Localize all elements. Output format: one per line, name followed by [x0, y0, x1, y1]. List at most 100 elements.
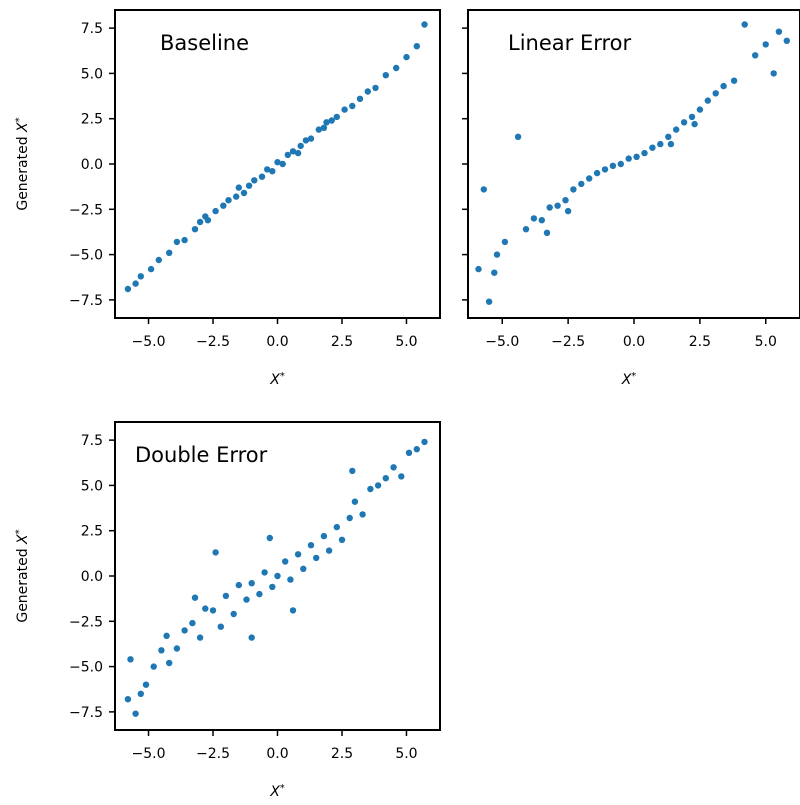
data-point [220, 202, 227, 209]
data-point [704, 97, 711, 104]
data-point [248, 580, 255, 587]
panel-title: Baseline [160, 31, 249, 55]
data-point [230, 610, 237, 618]
data-point [325, 547, 333, 554]
y-tick-label: 0.0 [81, 569, 103, 585]
data-point [163, 632, 170, 639]
data-point [349, 467, 356, 475]
data-point [421, 438, 428, 446]
data-point [166, 249, 173, 256]
data-point [235, 581, 242, 589]
x-tick-label: 5.0 [395, 746, 417, 762]
data-point [543, 229, 551, 236]
data-point [775, 28, 783, 35]
data-point [530, 215, 538, 222]
x-tick-label: 2.5 [331, 746, 353, 762]
data-point [374, 482, 382, 489]
x-tick-label: 2.5 [331, 334, 353, 350]
panel-linear-error: −5.0 −2.5 0.0 2.5 5.0 Linear Error X* [462, 9, 800, 388]
x-tick-label: −2.5 [196, 746, 230, 762]
x-tick-label: 2.5 [689, 334, 711, 350]
data-point [307, 135, 315, 142]
data-point [313, 554, 320, 562]
data-point [364, 88, 371, 95]
data-point [491, 269, 498, 276]
data-point [173, 645, 181, 652]
data-point [196, 634, 204, 641]
y-tick-label: 7.5 [81, 21, 103, 37]
data-point [341, 106, 348, 113]
data-point [243, 596, 250, 603]
data-point [202, 605, 209, 612]
data-point [514, 133, 522, 140]
data-point [333, 523, 340, 531]
data-point [251, 177, 258, 184]
data-point [137, 273, 144, 280]
data-point [217, 623, 224, 630]
data-point [485, 298, 493, 305]
data-point [235, 184, 242, 191]
y-tick-label: −2.5 [69, 202, 103, 218]
data-point [158, 647, 165, 654]
data-point [222, 592, 230, 600]
y-tick-label: −7.5 [69, 293, 103, 309]
data-point [212, 207, 219, 215]
data-point [625, 155, 632, 162]
data-point [554, 202, 561, 209]
x-tick-label: −5.0 [485, 334, 519, 350]
data-point [307, 542, 315, 549]
data-point [641, 149, 648, 157]
data-point [124, 285, 132, 293]
data-point [338, 536, 346, 543]
x-tick-label: −2.5 [551, 334, 585, 350]
data-point [696, 106, 704, 113]
data-point [593, 169, 601, 177]
data-point [142, 681, 150, 688]
data-point [333, 113, 340, 121]
y-tick-label: 0.0 [81, 157, 103, 173]
data-point [181, 236, 188, 244]
data-point [274, 159, 281, 166]
data-point [578, 180, 585, 188]
data-point [688, 113, 696, 121]
data-point [294, 551, 302, 558]
data-point [564, 207, 572, 215]
y-tick-label: 7.5 [81, 433, 103, 449]
panel-title: Double Error [135, 443, 268, 467]
y-tick-label: 2.5 [81, 112, 103, 128]
data-point [730, 77, 738, 84]
data-point [475, 265, 482, 273]
data-point [279, 160, 286, 168]
data-point [266, 534, 273, 542]
data-point [269, 583, 276, 591]
data-point [189, 619, 196, 627]
data-point [181, 627, 188, 634]
data-point [609, 162, 617, 169]
data-point [196, 218, 204, 226]
data-point [382, 72, 389, 79]
data-point [346, 514, 353, 522]
data-point [274, 572, 281, 580]
x-tick-label: 5.0 [395, 334, 417, 350]
data-point [289, 148, 297, 155]
data-point [617, 160, 624, 168]
x-tick-label: −5.0 [132, 334, 166, 350]
data-point [323, 119, 330, 126]
x-axis-label: X* [269, 371, 285, 389]
data-point [691, 120, 698, 128]
y-tick-label: −2.5 [69, 614, 103, 630]
data-point [649, 144, 656, 151]
data-point [546, 204, 553, 211]
data-point [294, 149, 302, 157]
x-tick-label: 0.0 [266, 746, 288, 762]
data-point [155, 256, 162, 264]
data-point [390, 464, 397, 471]
data-point [680, 119, 688, 126]
data-point [191, 226, 199, 233]
data-point [147, 265, 155, 273]
axes-frame [467, 9, 800, 319]
data-point [741, 21, 748, 28]
data-point [601, 166, 609, 173]
panel-title: Linear Error [508, 31, 631, 55]
